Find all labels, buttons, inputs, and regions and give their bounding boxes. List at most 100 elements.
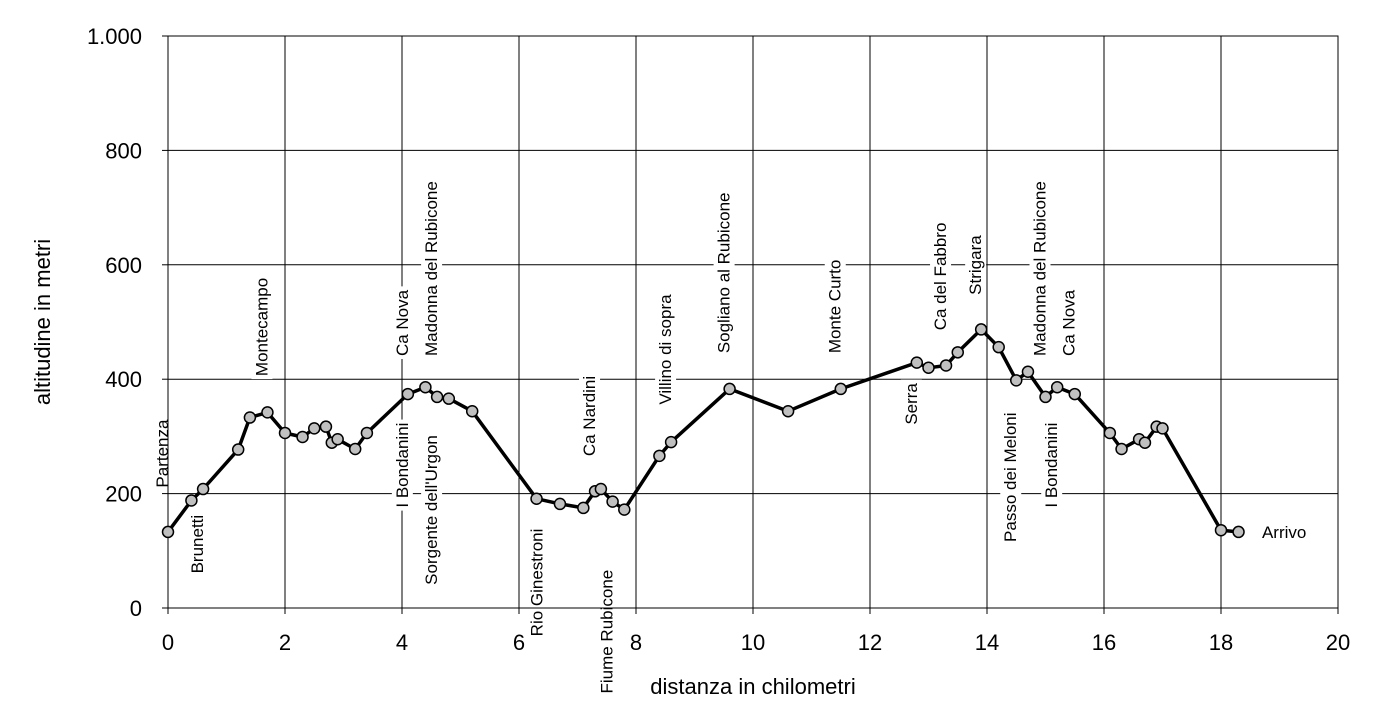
annotation-background	[965, 231, 987, 298]
annotation-background	[1029, 178, 1051, 360]
data-point	[974, 323, 988, 336]
annotation: Villino di sopra	[655, 290, 677, 408]
data-point	[1232, 525, 1245, 539]
data-point	[910, 356, 924, 369]
annotation-label: Sorgente dell'Urgon	[422, 435, 441, 585]
annotation: Serra	[900, 379, 922, 428]
annotation-background	[187, 511, 209, 577]
x-tick-label: 8	[630, 630, 642, 655]
annotation-background	[1041, 419, 1063, 511]
data-point	[1156, 422, 1169, 435]
annotation-label: Brunetti	[188, 515, 207, 574]
x-axis-title: distanza in chilometri	[650, 674, 855, 699]
data-point	[231, 443, 245, 456]
x-tick-label: 2	[279, 630, 291, 655]
annotation-label: Rio Ginestroni	[527, 529, 546, 637]
data-point	[1115, 442, 1128, 456]
y-tick-label: 1.000	[87, 24, 142, 49]
data-point	[278, 426, 292, 440]
annotation-background	[391, 419, 413, 511]
data-points	[161, 323, 1245, 539]
data-point	[243, 411, 257, 424]
data-point	[1068, 387, 1081, 401]
data-point	[834, 382, 847, 396]
data-point	[430, 390, 444, 404]
annotation-background	[1258, 521, 1310, 543]
data-point	[606, 495, 619, 508]
data-point	[781, 404, 795, 418]
y-tick-label: 600	[105, 253, 142, 278]
data-point	[577, 501, 590, 515]
annotation: Strigara	[965, 231, 987, 298]
data-point	[419, 380, 432, 394]
y-tick-label: 800	[105, 138, 142, 163]
annotation-label: Strigara	[966, 235, 985, 295]
x-tick-label: 16	[1092, 630, 1116, 655]
annotation-label: Arrivo	[1262, 523, 1306, 542]
annotation-background	[1058, 286, 1080, 360]
annotation: Fiume Rubicone	[596, 566, 618, 697]
data-point	[401, 387, 415, 401]
data-point	[723, 382, 736, 396]
data-point	[261, 406, 274, 419]
data-point	[196, 482, 210, 496]
x-tick-label: 10	[741, 630, 765, 655]
annotation: Madonna del Rubicone	[1029, 178, 1051, 360]
annotation-label: Fiume Rubicone	[598, 570, 617, 694]
annotation-label: Ca del Fabbro	[931, 223, 950, 331]
data-point	[296, 430, 309, 444]
annotation-label: Serra	[902, 383, 921, 425]
data-point	[594, 482, 608, 496]
x-tick-label: 20	[1326, 630, 1350, 655]
annotation: Brunetti	[187, 511, 209, 577]
annotation-background	[391, 286, 413, 360]
y-tick-label: 200	[105, 482, 142, 507]
annotation-label: Passo dei Meloni	[1001, 412, 1020, 541]
annotation-label: I Bondanini	[1042, 423, 1061, 508]
annotation: Montecampo	[251, 274, 273, 380]
annotation-background	[526, 525, 548, 640]
x-tick-label: 0	[162, 630, 174, 655]
annotation-background	[251, 274, 273, 380]
annotation-label: Madonna del Rubicone	[422, 181, 441, 356]
data-point	[553, 497, 567, 511]
data-point	[1103, 426, 1117, 440]
annotation: Sogliano al Rubicone	[713, 189, 735, 357]
data-point	[1214, 523, 1228, 537]
x-tick-labels: 0 2 4 6 8 10 12 14 16 18 20	[162, 608, 1350, 655]
x-tick-label: 14	[975, 630, 999, 655]
annotation-background	[824, 256, 846, 357]
annotation-label: Ca Nova	[1060, 289, 1079, 356]
data-point	[664, 435, 678, 449]
annotation: Sorgente dell'Urgon	[421, 432, 443, 588]
annotation-background	[1000, 409, 1022, 545]
data-point	[360, 426, 374, 440]
data-point	[331, 433, 344, 446]
data-point	[442, 392, 456, 405]
x-tick-label: 6	[513, 630, 525, 655]
annotation: Rio Ginestroni	[526, 525, 548, 640]
annotation: Ca Nardini	[579, 372, 601, 460]
x-tick-label: 18	[1209, 630, 1233, 655]
data-point	[653, 449, 666, 463]
annotation-background	[713, 189, 735, 357]
annotation-background	[930, 219, 952, 334]
data-point	[1138, 436, 1152, 449]
data-point	[618, 503, 631, 516]
annotation-label: Ca Nova	[393, 289, 412, 356]
data-point	[1039, 390, 1052, 404]
annotation-label: Madonna del Rubicone	[1031, 181, 1050, 356]
annotation-label: Ca Nardini	[580, 376, 599, 456]
y-tick-labels: 0 200 400 600 800 1.000	[87, 24, 168, 621]
x-tick-label: 12	[858, 630, 882, 655]
annotation-label: Villino di sopra	[656, 294, 675, 405]
annotation: Partenza	[152, 416, 173, 491]
annotation: Ca del Fabbro	[930, 219, 952, 334]
annotation-background	[579, 372, 601, 460]
data-point	[530, 492, 543, 505]
annotation-background	[655, 290, 677, 408]
annotation: Arrivo	[1258, 521, 1310, 543]
annotation: Madonna del Rubicone	[421, 178, 443, 360]
annotation-background	[596, 566, 618, 697]
y-tick-label: 0	[130, 596, 142, 621]
